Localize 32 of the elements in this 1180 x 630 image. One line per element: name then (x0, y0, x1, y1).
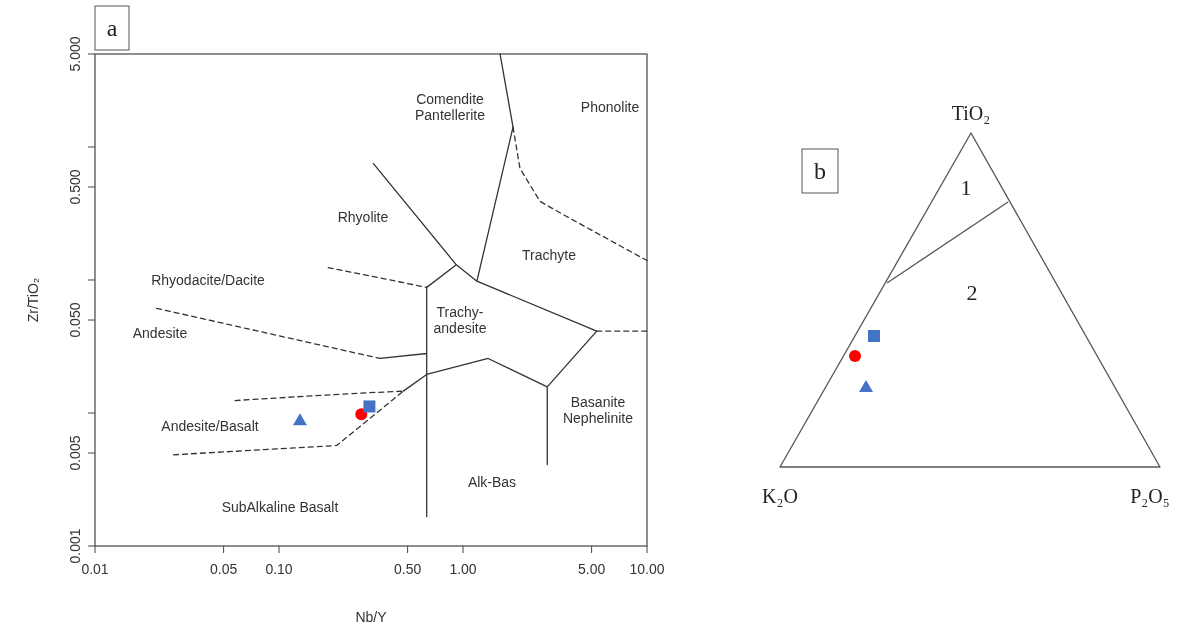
x-tick-label: 1.00 (449, 561, 477, 577)
x-tick-label: 10.00 (629, 561, 665, 577)
annotation: Basanite Nephelinite (562, 393, 634, 427)
y-tick-label: 5.000 (67, 36, 83, 72)
annotation: Alk-Bas (467, 474, 517, 490)
annotation: Trachyte (522, 247, 577, 263)
x-axis-title: Nb/Y (355, 609, 388, 625)
y-tick-label: 0.001 (67, 528, 83, 564)
annotation: Rhyolite (337, 209, 389, 225)
x-tick-label: 5.00 (577, 561, 606, 577)
chart-title: a (106, 15, 118, 41)
x-tick-label: 0.05 (209, 561, 238, 577)
x-tick-label: 0.50 (393, 561, 422, 577)
y-tick-label: 0.050 (67, 302, 83, 338)
annotation: Comendite Pantellerite (414, 90, 486, 124)
annotation: SubAlkaline Basalt (221, 499, 339, 515)
x-tick-label: 0.01 (81, 561, 109, 577)
y-tick-label: 0.005 (67, 435, 83, 471)
y-axis-title: Zr/TiO₂ (25, 277, 41, 323)
annotation: Rhyodacite/Dacite (151, 272, 266, 288)
x-tick-label: 0.10 (265, 561, 293, 577)
annotation: Andesite/Basalt (161, 418, 259, 434)
text: b (814, 158, 826, 184)
text: TiO₂ (951, 102, 991, 124)
annotation: Phonolite (580, 99, 640, 115)
text: K₂O (762, 485, 798, 507)
text: 2 (966, 280, 978, 305)
annotation: Andesite (132, 325, 188, 341)
text: P₂O₅ (1130, 485, 1170, 507)
text: 1 (960, 175, 972, 200)
y-tick-label: 0.500 (67, 169, 83, 205)
annotation: Trachy- andesite (433, 303, 487, 337)
